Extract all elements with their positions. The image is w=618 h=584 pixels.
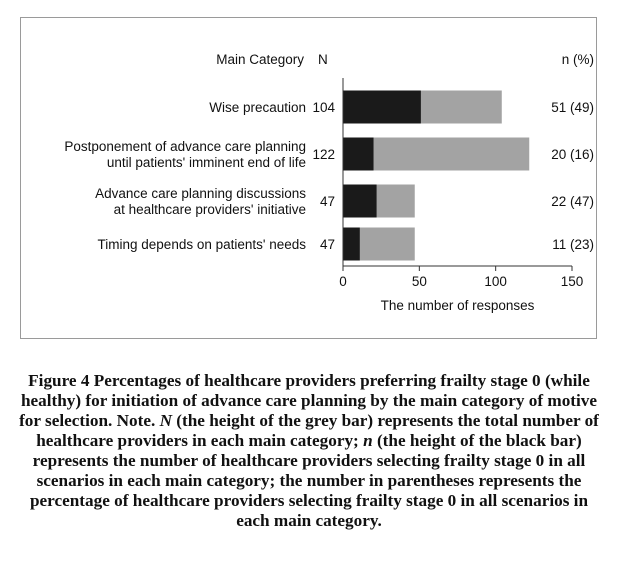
caption-N-symbol: N: [159, 411, 172, 430]
N-value-2: 47: [320, 194, 335, 209]
x-tick-label-0: 0: [339, 274, 347, 289]
category-label-2-1: at healthcare providers' initiative: [114, 202, 306, 217]
n-pct-label-0: 51 (49): [551, 100, 594, 115]
bar-n-1: [343, 137, 374, 171]
N-value-3: 47: [320, 237, 335, 252]
N-value-0: 104: [312, 100, 335, 115]
n-pct-label-3: 11 (23): [552, 237, 594, 252]
category-label-1-0: Postponement of advance care planning: [64, 139, 306, 154]
category-label-3-0: Timing depends on patients' needs: [98, 237, 307, 252]
n-pct-label-1: 20 (16): [551, 147, 594, 162]
caption-part2: (the height of the grey bar) represents …: [36, 411, 599, 450]
caption-part3: (the height of the black bar) represents…: [29, 431, 589, 530]
bar-n-2: [343, 184, 377, 218]
bar-n-3: [343, 227, 360, 261]
category-label-0-0: Wise precaution: [209, 100, 306, 115]
x-tick-label-3: 150: [561, 274, 584, 289]
header-N: N: [318, 52, 328, 67]
x-tick-label-2: 100: [484, 274, 507, 289]
bar-n-0: [343, 90, 421, 124]
caption-part1: Figure 4 Percentages of healthcare provi…: [19, 371, 598, 430]
header-main-category: Main Category: [216, 52, 304, 67]
x-axis-title: The number of responses: [381, 298, 535, 313]
figure-caption: Figure 4 Percentages of healthcare provi…: [14, 371, 604, 531]
category-label-1-1: until patients' imminent end of life: [107, 155, 306, 170]
N-value-1: 122: [312, 147, 335, 162]
category-label-2-0: Advance care planning discussions: [95, 186, 306, 201]
x-tick-label-1: 50: [412, 274, 427, 289]
caption-n-symbol: n: [363, 431, 373, 450]
n-pct-label-2: 22 (47): [551, 194, 594, 209]
bar-N-1: [343, 137, 530, 171]
header-n-pct: n (%): [562, 52, 594, 67]
